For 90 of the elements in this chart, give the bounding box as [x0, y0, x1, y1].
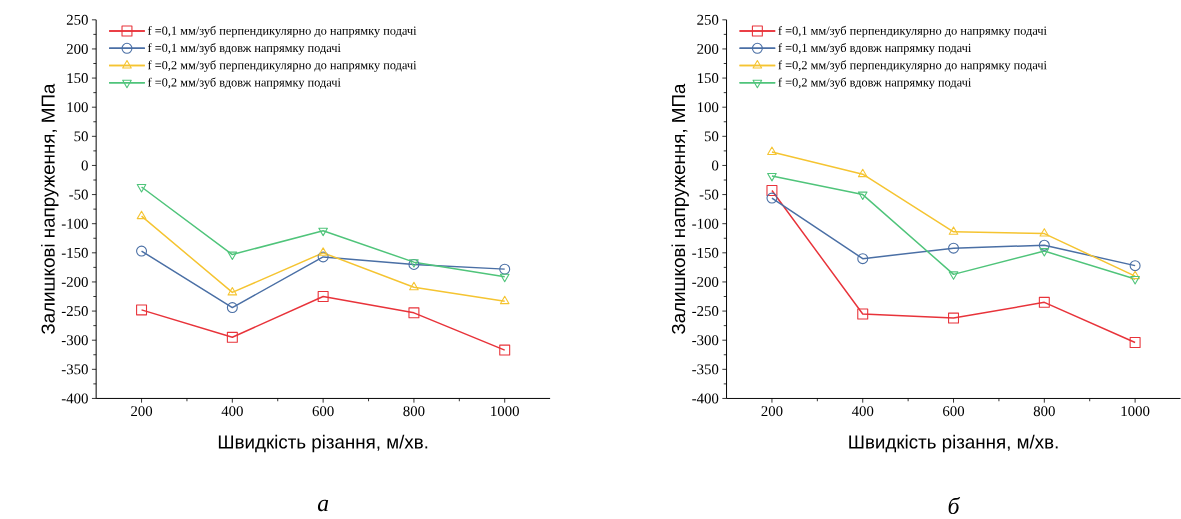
point [317, 290, 329, 302]
point [136, 245, 148, 257]
point [766, 192, 778, 204]
point [857, 308, 869, 320]
point [1039, 247, 1050, 257]
y-tick-label: -300 [61, 335, 88, 346]
point [857, 168, 868, 178]
y-tick-label: 100 [67, 102, 88, 112]
point [499, 295, 510, 305]
y-tick-label: -150 [692, 247, 719, 258]
y-tick-label: 150 [67, 72, 88, 83]
point [857, 252, 869, 264]
point [317, 251, 329, 263]
point [948, 271, 959, 280]
point [499, 344, 511, 356]
point [499, 263, 511, 275]
y-tick-label: -200 [61, 276, 88, 287]
point [408, 307, 420, 319]
legend-label: f =0,2 мм/зуб вдовж напрямку подачі [778, 77, 972, 89]
point [767, 146, 777, 155]
point [136, 210, 147, 219]
point [948, 312, 960, 324]
point [1129, 336, 1141, 348]
text: б [948, 496, 961, 514]
y-tick-label: -150 [61, 247, 88, 258]
x-tick-label: 400 [851, 405, 874, 416]
point [318, 247, 328, 256]
x-tick-label: 1000 [491, 405, 519, 416]
point [1130, 270, 1140, 279]
y-tick-label: -250 [692, 305, 719, 316]
point [227, 251, 238, 260]
y-tick-label: 50 [704, 131, 719, 142]
point [1130, 275, 1140, 285]
y-tick-label: -100 [692, 218, 719, 229]
y-tick-label: -50 [699, 189, 719, 200]
y-tick-label: -250 [61, 305, 88, 316]
point [948, 226, 959, 235]
y-tick-label: 100 [697, 102, 719, 112]
y-axis-title: Залишкові напруження, МПа [40, 83, 59, 334]
point [226, 301, 238, 313]
point [766, 184, 778, 196]
y-tick-label: -200 [692, 276, 719, 287]
x-tick-label: 400 [221, 405, 243, 416]
point [1038, 239, 1050, 251]
y-tick-label: 200 [66, 43, 88, 54]
x-tick-label: 800 [403, 405, 425, 416]
y-tick-label: 0 [81, 160, 88, 171]
x-tick-label: 600 [943, 405, 965, 416]
legend-label: f =0,1 мм/зуб вдовж напрямку подачі [778, 42, 972, 55]
point [948, 242, 960, 254]
point [136, 304, 148, 316]
legend-label: f =0,1 мм/зуб перпендикулярно до напрямку подачі [147, 25, 417, 38]
y-tick-label: -350 [692, 364, 719, 375]
point [1129, 259, 1141, 271]
x-tick-label: 600 [312, 405, 334, 416]
y-tick-label: -350 [61, 364, 88, 375]
y-tick-label: 0 [712, 160, 719, 171]
x-tick-label: 200 [131, 405, 153, 416]
y-tick-label: 250 [697, 14, 719, 25]
y-tick-label: -50 [69, 189, 88, 200]
point [226, 331, 238, 343]
point [857, 191, 868, 200]
y-tick-label: -300 [692, 335, 719, 346]
text: а [317, 499, 329, 512]
y-tick-label: 200 [697, 43, 719, 54]
point [1038, 296, 1050, 308]
point [318, 227, 328, 237]
point [767, 172, 777, 182]
y-axis-title: Залишкові напруження, МПа [671, 83, 689, 334]
x-tick-label: 200 [761, 405, 783, 416]
x-tick-label: 800 [1033, 405, 1055, 416]
point [136, 183, 147, 193]
point [1039, 227, 1050, 237]
y-tick-label: 250 [66, 14, 88, 25]
legend-label: f =0,2 мм/зуб вдовж напрямку подачі [147, 77, 341, 89]
x-axis-title: Швидкість різання, м/хв. [218, 434, 428, 453]
legend-label: f =0,1 мм/зуб перпендикулярно до напрямку подачі [778, 25, 1047, 38]
legend-label: f =0,2 мм/зуб перпендикулярно до напрямку подачі [147, 60, 417, 72]
legend-label: f =0,2 мм/зуб перпендикулярно до напрямку подачі [778, 60, 1047, 72]
x-axis-title: Швидкість різання, м/хв. [849, 434, 1058, 453]
y-tick-label: 150 [697, 72, 719, 83]
legend-label: f =0,1 мм/зуб вдовж напрямку подачі [147, 42, 341, 55]
y-tick-label: -400 [692, 393, 719, 404]
x-tick-label: 1000 [1121, 405, 1150, 416]
y-tick-label: 50 [74, 131, 88, 142]
point [409, 281, 419, 291]
point [499, 273, 510, 283]
y-tick-label: -100 [61, 218, 88, 229]
y-tick-label: -400 [61, 393, 88, 404]
point [227, 286, 238, 296]
